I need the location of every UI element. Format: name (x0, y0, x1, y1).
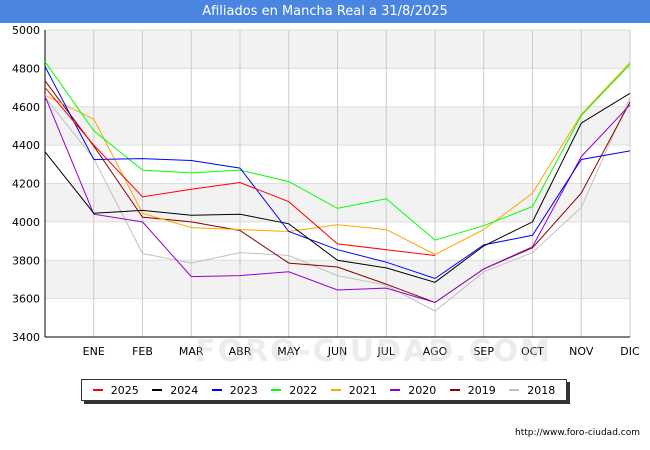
series-line-2022 (44, 61, 631, 241)
series-line-2025 (44, 87, 436, 256)
x-tick-label: MAR (179, 345, 204, 358)
legend-item-2023: 2023 (211, 383, 258, 397)
legend-swatch (211, 389, 222, 391)
y-tick-label: 4200 (12, 178, 40, 191)
legend-label: 2024 (170, 383, 199, 397)
y-tick-label: 4000 (12, 216, 40, 229)
legend-swatch (330, 389, 341, 391)
y-tick-label: 5000 (12, 24, 40, 37)
x-tick-label: JUN (327, 345, 348, 358)
series-line-2023 (44, 66, 631, 280)
x-tick-label: SEP (473, 345, 494, 358)
legend-label: 2020 (408, 383, 437, 397)
legend-swatch (390, 389, 401, 391)
legend-label: 2021 (348, 383, 377, 397)
series-line-2018 (44, 96, 631, 312)
legend-item-2020: 2020 (390, 384, 436, 397)
legend-label: 2022 (289, 383, 318, 397)
x-tick-label: OCT (521, 345, 544, 358)
legend-item-2019: 2019 (449, 383, 496, 397)
x-tick-label: ENE (83, 345, 105, 358)
series-line-2024 (44, 92, 631, 283)
y-tick-label: 3400 (12, 331, 40, 344)
x-tick-label: AGO (423, 345, 448, 358)
legend-swatch (152, 389, 163, 391)
x-tick-label: ABR (229, 345, 252, 358)
legend-item-2024: 2024 (152, 384, 198, 397)
x-tick-label: JUL (377, 345, 396, 358)
legend-label: 2018 (527, 383, 556, 397)
x-tick-label: DIC (620, 345, 640, 358)
legend-label: 2023 (229, 383, 258, 397)
watermark-text: FORO-CIUDAD.COM (195, 334, 552, 369)
source-url: http://www.foro-ciudad.com (515, 428, 640, 438)
series-line-2019 (44, 80, 631, 304)
chart-legend: 2025 2024 2023 2022 2021 2020 2019 2018 (81, 379, 567, 401)
legend-label: 2025 (110, 383, 139, 397)
legend-swatch (449, 389, 460, 391)
legend-item-2021: 2021 (330, 383, 377, 397)
y-tick-label: 4400 (12, 139, 40, 152)
legend-label: 2019 (467, 383, 496, 397)
x-tick-label: MAY (277, 345, 300, 358)
y-tick-label: 4800 (12, 62, 40, 75)
y-tick-label: 3600 (12, 293, 40, 306)
legend-swatch (271, 389, 282, 391)
legend-item-2025: 2025 (92, 383, 139, 397)
x-tick-label: NOV (569, 345, 594, 358)
legend-swatch (509, 389, 520, 391)
y-tick-label: 3800 (12, 254, 40, 267)
series-line-2020 (44, 96, 631, 304)
x-tick-label: FEB (132, 345, 153, 358)
legend-item-2022: 2022 (271, 384, 317, 397)
legend-swatch (92, 389, 103, 391)
legend-item-2018: 2018 (509, 384, 555, 397)
chart-title: Afiliados en Mancha Real a 31/8/2025 (0, 0, 650, 23)
series-line-2021 (44, 62, 631, 256)
y-tick-label: 4600 (12, 101, 40, 114)
